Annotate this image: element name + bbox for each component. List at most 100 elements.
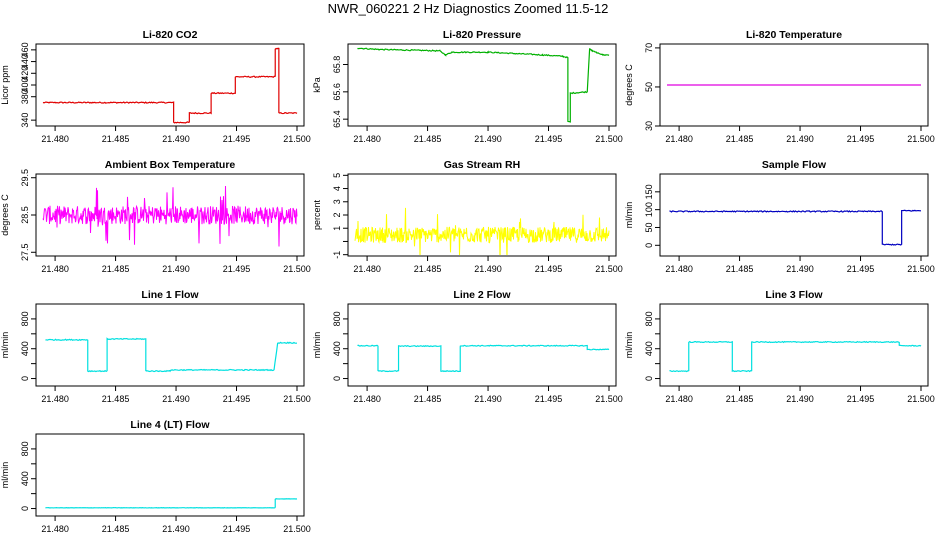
y-tick-label: 800 (644, 311, 654, 326)
plot-frame (347, 43, 617, 127)
x-tick-label: 21.500 (283, 394, 311, 404)
y-axis-label: Licor ppm (0, 65, 10, 105)
x-tick-label: 21.500 (595, 394, 623, 404)
y-tick-label: 4 (332, 186, 342, 191)
x-tick-label: 21.485 (726, 264, 754, 274)
x-tick-label: 21.500 (595, 134, 623, 144)
y-tick-label: 800 (20, 311, 30, 326)
x-tick-label: 21.490 (786, 394, 814, 404)
panel-title: Li-820 Temperature (746, 29, 842, 41)
plot-frame (35, 433, 305, 517)
x-tick-label: 21.495 (223, 264, 251, 274)
y-tick-label: 0 (644, 376, 654, 381)
y-tick-label: 100 (644, 202, 654, 217)
x-tick-label: 21.500 (907, 394, 935, 404)
x-tick-label: 21.485 (726, 134, 754, 144)
y-tick-label: 30 (644, 121, 654, 131)
y-tick-label: 340 (20, 113, 30, 128)
data-series-line (669, 340, 922, 373)
panel-2: Li-820 Pressure 21.480 21.485 21.490 21.495 2… (312, 29, 623, 144)
y-tick-label: 5 (332, 173, 342, 178)
y-tick-label: 50 (644, 222, 654, 232)
panel-3: Li-820 Temperature 21.480 21.485 21.490 21.4… (624, 29, 935, 144)
y-tick-label: 3 (332, 199, 342, 204)
page-title: NWR_060221 2 Hz Diagnostics Zoomed 11.5-… (327, 1, 609, 16)
x-tick-label: 21.495 (535, 394, 563, 404)
x-tick-label: 21.490 (162, 134, 190, 144)
x-tick-label: 21.485 (414, 264, 442, 274)
data-series-line (669, 209, 922, 246)
x-tick-label: 21.500 (283, 264, 311, 274)
x-tick-label: 21.480 (353, 264, 381, 274)
x-tick-label: 21.480 (353, 394, 381, 404)
x-tick-label: 21.485 (102, 134, 130, 144)
y-tick-label: 150 (644, 184, 654, 199)
y-tick-label: 50 (644, 82, 654, 92)
panel-title: Sample Flow (762, 159, 827, 171)
y-tick-label: 800 (20, 441, 30, 456)
panel-title: Line 3 Flow (765, 289, 823, 301)
x-tick-label: 21.480 (41, 134, 69, 144)
x-tick-label: 21.495 (223, 524, 251, 534)
plot-frame (347, 173, 617, 257)
x-tick-label: 21.485 (102, 264, 130, 274)
y-tick-label: 400 (20, 77, 30, 92)
y-tick-label: 0 (20, 376, 30, 381)
x-tick-label: 21.485 (414, 134, 442, 144)
plot-frame (35, 303, 305, 387)
y-tick-label: 2 (332, 212, 342, 217)
y-tick-label: 28.5 (20, 206, 30, 224)
x-tick-label: 21.490 (162, 524, 190, 534)
x-tick-label: 21.480 (665, 394, 693, 404)
panel-title: Li-820 Pressure (443, 29, 521, 41)
y-tick-label: 65.6 (332, 83, 342, 101)
y-tick-label: 400 (644, 341, 654, 356)
y-tick-label: 400 (332, 341, 342, 356)
x-tick-label: 21.485 (102, 394, 130, 404)
x-tick-label: 21.500 (907, 134, 935, 144)
plot-frame (659, 173, 929, 257)
plot-frame (347, 303, 617, 387)
x-tick-label: 21.495 (223, 394, 251, 404)
x-tick-label: 21.480 (41, 394, 69, 404)
y-tick-label: -1 (332, 251, 342, 259)
y-tick-label: 460 (20, 42, 30, 57)
y-axis-label: kPa (312, 77, 322, 93)
y-tick-label: 0 (332, 376, 342, 381)
panel-title: Li-820 CO2 (143, 29, 198, 41)
panel-title: Line 2 Flow (453, 289, 511, 301)
data-series-line (45, 337, 298, 373)
data-series-line (42, 185, 298, 247)
data-series-line (357, 344, 610, 373)
x-tick-label: 21.485 (414, 394, 442, 404)
y-tick-label: 27.5 (20, 244, 30, 262)
panel-8: Line 2 Flow 21.480 21.485 21.490 21.495 21.50… (312, 289, 623, 404)
y-tick-label: 400 (20, 471, 30, 486)
panel-title: Line 1 Flow (141, 289, 199, 301)
y-axis-label: degrees C (0, 194, 10, 236)
x-tick-label: 21.500 (283, 524, 311, 534)
x-tick-label: 21.490 (786, 134, 814, 144)
y-tick-label: 400 (20, 341, 30, 356)
x-tick-label: 21.490 (786, 264, 814, 274)
y-tick-label: 440 (20, 54, 30, 69)
y-tick-label: 29.5 (20, 169, 30, 187)
panel-5: Gas Stream RH 21.480 21.485 21.490 21.495 21.… (312, 159, 623, 274)
y-axis-label: ml/min (0, 462, 10, 489)
x-tick-label: 21.490 (162, 264, 190, 274)
panel-6: Sample Flow 21.480 21.485 21.490 21.495 21.50… (624, 159, 935, 274)
y-tick-label: 70 (644, 43, 654, 53)
x-tick-label: 21.485 (726, 394, 754, 404)
y-axis-label: ml/min (624, 332, 634, 359)
y-axis-label: ml/min (0, 332, 10, 359)
x-tick-label: 21.490 (474, 394, 502, 404)
y-tick-label: 800 (332, 311, 342, 326)
x-tick-label: 21.495 (223, 134, 251, 144)
data-series-line (357, 47, 610, 123)
x-tick-label: 21.495 (847, 394, 875, 404)
x-tick-label: 21.500 (595, 264, 623, 274)
x-tick-label: 21.480 (353, 134, 381, 144)
plot-frame (659, 43, 929, 127)
panel-title: Gas Stream RH (444, 159, 520, 171)
